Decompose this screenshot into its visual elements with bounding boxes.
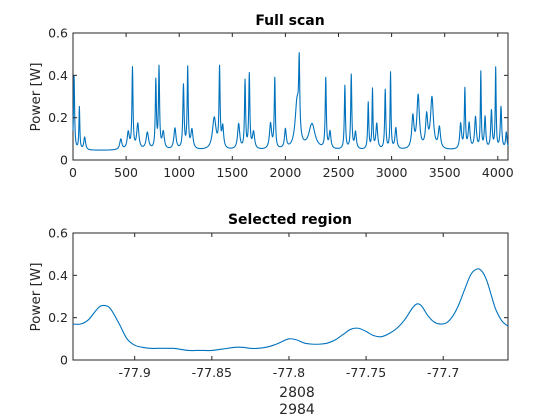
full-scan-title: Full scan	[255, 13, 324, 29]
selected-region-plot-area	[72, 232, 509, 361]
x-tick-label: 0	[69, 165, 77, 180]
x-tick-label: -77.75	[346, 365, 386, 380]
y-tick-label: 0.2	[48, 310, 68, 325]
x-tick-label: 2500	[323, 165, 355, 180]
y-tick-label: 0.4	[48, 268, 68, 283]
x-tick-label: -77.9	[119, 365, 151, 380]
y-tick-label: 0.2	[48, 110, 68, 125]
x-tick-label: 1500	[216, 165, 248, 180]
x-tick-label: -77.8	[273, 365, 305, 380]
bottom-label-1: 2808	[279, 385, 315, 401]
selected-region-series-line	[72, 268, 509, 352]
full-scan-plot-area	[72, 32, 509, 161]
selected-region-title: Selected region	[228, 212, 352, 228]
bottom-label-2: 2984	[279, 402, 315, 418]
x-tick-label: -77.85	[192, 365, 232, 380]
y-tick-label: 0	[60, 153, 68, 168]
y-tick-label: 0.6	[48, 26, 68, 41]
x-tick-label: 3000	[376, 165, 408, 180]
x-tick-label: 2000	[269, 165, 301, 180]
y-tick-label: 0.4	[48, 68, 68, 83]
full-scan-ylabel: Power [W]	[28, 63, 44, 132]
x-tick-label: 500	[114, 165, 138, 180]
full-scan-axes: 0 500 1000 1500 2000 2500 3000 3500 4000 0 0.2 0.4…	[28, 13, 514, 180]
full-scan-series-line	[72, 52, 509, 151]
y-tick-label: 0.6	[48, 226, 68, 241]
x-tick-label: 3500	[429, 165, 461, 180]
x-tick-label: -77.7	[427, 365, 459, 380]
y-tick-label: 0	[60, 353, 68, 368]
x-tick-label: 4000	[482, 165, 514, 180]
x-tick-label: 1000	[163, 165, 195, 180]
selected-region-axes: -77.9 -77.85 -77.8 -77.75 -77.7 0 0.2 0.4 0.6 S…	[28, 212, 509, 380]
selected-region-ylabel: Power [W]	[28, 263, 44, 332]
